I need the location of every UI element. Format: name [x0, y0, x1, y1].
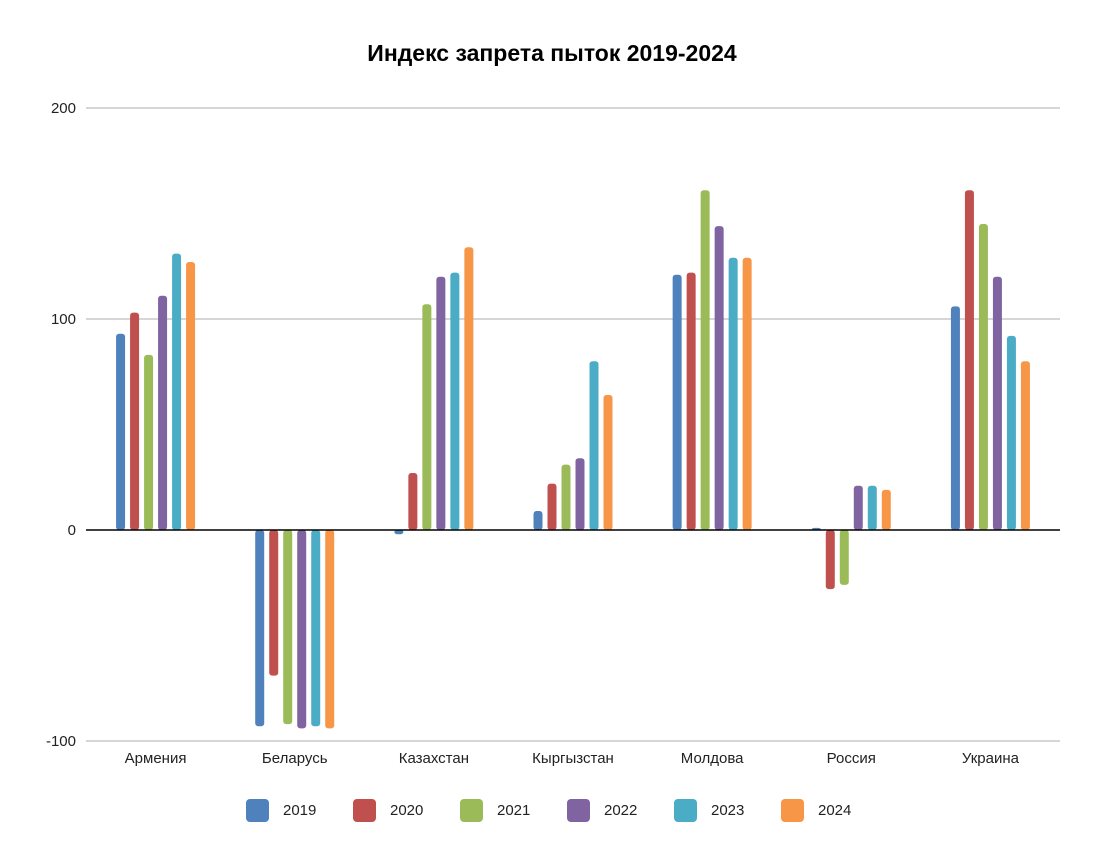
x-tick-label: Кыргызстан — [532, 750, 614, 767]
bar-2021-3 — [422, 304, 432, 530]
legend-swatch — [674, 798, 697, 822]
legend-item-2021: 2021 — [460, 795, 537, 825]
legend-item-2023: 2023 — [674, 795, 751, 825]
x-tick-label: Украина — [962, 750, 1020, 767]
x-tick-label: Беларусь — [262, 750, 328, 767]
bar-2021-1 — [144, 354, 154, 530]
legend-swatch — [246, 798, 269, 822]
legend-swatch — [567, 798, 590, 822]
bar-2024-3 — [464, 247, 474, 530]
legend-label: 2019 — [283, 801, 317, 819]
bar-2024-1 — [186, 262, 196, 530]
bar-2019-7 — [950, 306, 960, 530]
bar-2019-3 — [394, 530, 404, 535]
bar-2019-2 — [255, 530, 265, 727]
bar-2024-5 — [742, 257, 752, 530]
x-tick-label: Армения — [125, 750, 187, 767]
bar-2022-3 — [436, 276, 446, 530]
y-tick-label: -100 — [46, 733, 76, 750]
bar-2020-5 — [686, 272, 696, 530]
x-tick-label: Россия — [827, 750, 876, 767]
bar-2023-3 — [450, 272, 460, 530]
legend-label: 2024 — [818, 801, 852, 819]
bar-2020-7 — [964, 190, 974, 531]
y-tick-label: 100 — [51, 311, 76, 328]
legend-item-2024: 2024 — [781, 795, 858, 825]
bar-2021-5 — [700, 190, 710, 531]
bar-2019-5 — [672, 274, 682, 530]
x-tick-labels: Армения Беларусь Казахстан Кыргызстан Молдов… — [125, 750, 1020, 767]
legend-label: 2023 — [711, 801, 745, 819]
bar-2023-4 — [589, 361, 599, 530]
legend-item-2020: 2020 — [353, 795, 430, 825]
bar-2021-7 — [978, 224, 988, 531]
bar-2022-5 — [714, 226, 724, 530]
bar-2021-2 — [283, 530, 293, 725]
bar-2020-1 — [130, 312, 140, 530]
bar-2022-4 — [575, 458, 585, 530]
bar-2024-6 — [881, 489, 891, 530]
legend-swatch — [353, 798, 376, 822]
bar-2020-4 — [547, 483, 557, 530]
bars — [116, 190, 1030, 729]
y-tick-labels: -100 0 100 200 — [46, 100, 76, 750]
bar-2020-6 — [825, 530, 835, 590]
legend-swatch — [460, 798, 483, 822]
bar-2022-1 — [158, 295, 168, 530]
legend-label: 2021 — [497, 801, 531, 819]
bar-2021-4 — [561, 464, 571, 530]
bar-2024-7 — [1020, 361, 1030, 530]
legend-item-2022: 2022 — [567, 795, 644, 825]
legend-swatch — [781, 798, 804, 822]
legend: 2019 2020 2021 2022 2023 2024 — [0, 795, 1104, 825]
bar-2023-6 — [867, 485, 877, 530]
bar-2024-4 — [603, 394, 613, 530]
bar-2021-6 — [839, 530, 849, 585]
x-tick-label: Казахстан — [399, 750, 469, 767]
bar-2023-2 — [311, 530, 321, 727]
bar-2023-7 — [1006, 335, 1016, 530]
bar-2023-5 — [728, 257, 738, 530]
bar-2019-4 — [533, 511, 543, 530]
bar-2024-2 — [325, 530, 335, 729]
bar-2022-7 — [992, 276, 1002, 530]
bar-2019-1 — [116, 333, 126, 530]
y-tick-label: 0 — [68, 522, 76, 539]
legend-item-2019: 2019 — [246, 795, 323, 825]
chart-title: Индекс запрета пыток 2019-2024 — [367, 40, 737, 66]
bar-2020-3 — [408, 473, 418, 530]
legend-label: 2020 — [390, 801, 424, 819]
bar-2022-2 — [297, 530, 307, 729]
x-tick-label: Молдова — [681, 750, 744, 767]
y-tick-label: 200 — [51, 100, 76, 117]
gridlines — [86, 107, 1060, 742]
bar-2022-6 — [853, 485, 863, 530]
bar-2023-1 — [172, 253, 182, 530]
bar-2020-2 — [269, 530, 279, 676]
legend-label: 2022 — [604, 801, 638, 819]
